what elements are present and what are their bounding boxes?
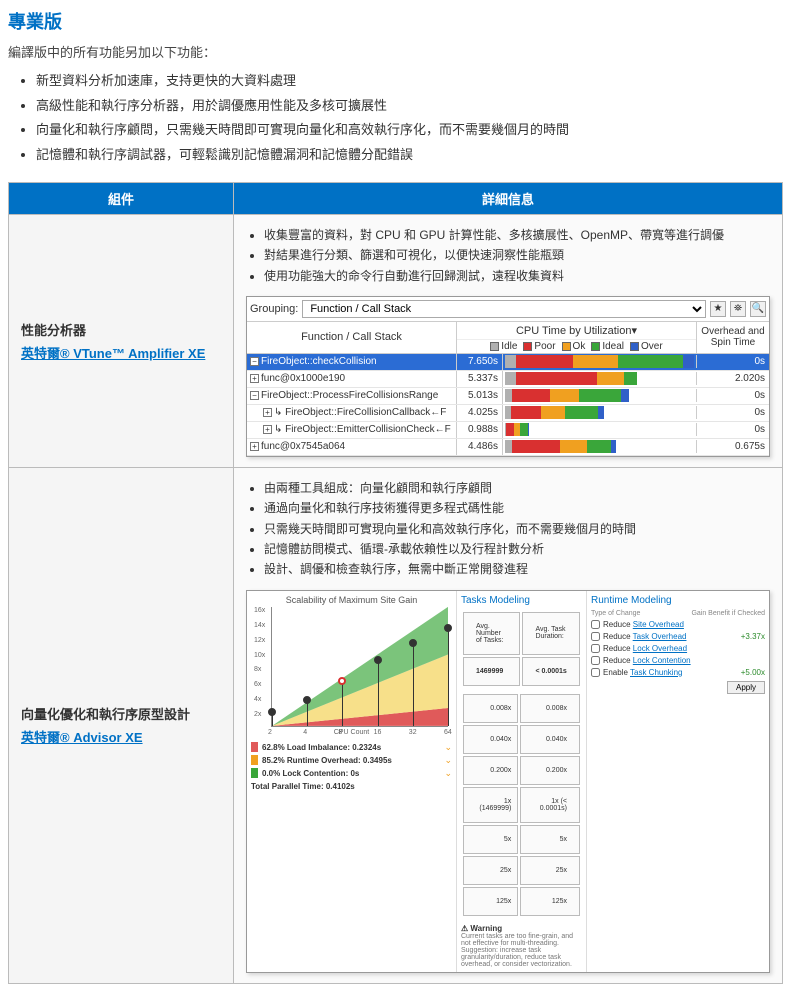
option-checkbox[interactable] <box>591 632 600 641</box>
advisor-detail-item: 通過向量化和執行序技術獲得更多程式碼性能 <box>264 498 770 518</box>
vtune-detail-item: 使用功能強大的命令行自動進行回歸測試，遠程收集資料 <box>264 266 770 286</box>
advisor-cell-left: 向量化優化和執行序原型設計 英特爾® Advisor XE <box>9 467 234 983</box>
feature-item: 記憶體和執行序調試器，可輕鬆識別記憶體漏洞和記憶體分配錯誤 <box>36 143 783 168</box>
feature-item: 高級性能和執行序分析器，用於調優應用性能及多核可擴展性 <box>36 94 783 119</box>
advisor-legend-row[interactable]: 0.0% Lock Contention: 0s⌄ <box>251 768 452 779</box>
vtune-detail-list: 收集豐富的資料，對 CPU 和 GPU 計算性能、多核擴展性、OpenMP、帶寬… <box>264 225 770 286</box>
vtune-detail-item: 對結果進行分類、篩選和可視化，以便快速洞察性能瓶頸 <box>264 245 770 265</box>
tasks-scale: 0.008x0.008x0.040x0.040x0.200x0.200x1x (… <box>461 692 582 918</box>
vtune-row[interactable]: +↳ FireObject::EmitterCollisionCheck←F0.… <box>247 422 769 439</box>
vtune-row[interactable]: +↳ FireObject::FireCollisionCallback←F4.… <box>247 405 769 422</box>
product-table: 組件 詳細信息 性能分析器 英特爾® VTune™ Amplifier XE 收… <box>8 182 783 984</box>
legend-item: Ideal <box>591 341 624 352</box>
advisor-detail-item: 設計、調優和檢查執行序，無需中斷正常開發進程 <box>264 559 770 579</box>
vtune-legend: Idle Poor Ok Ideal Over <box>457 340 696 353</box>
option-checkbox[interactable] <box>591 668 600 677</box>
runtime-option[interactable]: Reduce Lock Overhead <box>591 644 765 653</box>
gain-label: Gain Benefit if Checked <box>691 610 765 617</box>
option-link[interactable]: Lock Overhead <box>633 644 687 653</box>
runtime-option[interactable]: Reduce Task Overhead+3.37x <box>591 632 765 641</box>
legend-item: Idle <box>490 341 517 352</box>
runtime-options: Reduce Site Overhead Reduce Task Overhead… <box>591 620 765 677</box>
vtune-row[interactable]: −FireObject::checkCollision7.650s0s <box>247 354 769 371</box>
legend-item: Over <box>630 341 663 352</box>
runtime-option[interactable]: Reduce Site Overhead <box>591 620 765 629</box>
feature-list: 新型資料分析加速庫，支持更快的大資料處理高級性能和執行序分析器，用於調優應用性能… <box>36 69 783 168</box>
total-parallel-time: Total Parallel Time: 0.4102s <box>251 782 452 791</box>
runtime-option[interactable]: Enable Task Chunking+5.00x <box>591 668 765 677</box>
option-checkbox[interactable] <box>591 620 600 629</box>
intro-text: 編譯版中的所有功能另加以下功能： <box>8 42 783 61</box>
warning-text: Current tasks are too fine-grain, and no… <box>461 933 573 968</box>
vtune-rows: −FireObject::checkCollision7.650s0s+func… <box>247 354 769 456</box>
runtime-option[interactable]: Reduce Lock Contention <box>591 656 765 665</box>
advisor-legend-row[interactable]: 85.2% Runtime Overhead: 0.3495s⌄ <box>251 755 452 766</box>
th-component: 組件 <box>9 182 234 214</box>
col-function[interactable]: Function / Call Stack <box>247 322 457 353</box>
option-link[interactable]: Lock Contention <box>633 656 691 665</box>
advisor-screenshot: Scalability of Maximum Site Gain 16x14x1… <box>246 590 770 973</box>
runtime-modeling-panel: Runtime Modeling Type of Change Gain Ben… <box>587 591 769 972</box>
col-cputime[interactable]: CPU Time by Utilization▾ <box>457 322 696 340</box>
advisor-detail-item: 由兩種工具組成：向量化顧問和執行序顧問 <box>264 478 770 498</box>
tasks-summary: Avg. Number of Tasks:Avg. Task Duration:… <box>461 610 582 688</box>
feature-item: 向量化和執行序顧問，只需幾天時間即可實現向量化和高效執行序化，而不需要幾個月的時… <box>36 118 783 143</box>
vtune-label: 性能分析器 <box>21 320 221 339</box>
grouping-label: Grouping: <box>250 303 298 315</box>
type-label: Type of Change <box>591 610 640 617</box>
vtune-cell-left: 性能分析器 英特爾® VTune™ Amplifier XE <box>9 214 234 467</box>
page-title: 專業版 <box>8 8 783 34</box>
vtune-link[interactable]: 英特爾® VTune™ Amplifier XE <box>21 346 205 361</box>
runtime-title: Runtime Modeling <box>591 595 765 606</box>
option-checkbox[interactable] <box>591 656 600 665</box>
option-link[interactable]: Site Overhead <box>633 620 684 629</box>
x-axis-label: CPU Count <box>251 729 452 736</box>
option-link[interactable]: Task Chunking <box>630 668 682 677</box>
star-icon[interactable]: ★ <box>710 301 726 317</box>
vtune-header: Function / Call Stack CPU Time by Utiliz… <box>247 322 769 354</box>
advisor-detail-item: 記憶體訪問模式、循環-承載依賴性以及行程計數分析 <box>264 539 770 559</box>
th-details: 詳細信息 <box>234 182 783 214</box>
legend-item: Poor <box>523 341 555 352</box>
filter-icon[interactable]: ⛯ <box>730 301 746 317</box>
vtune-row[interactable]: +func@0x1000e1905.337s2.020s <box>247 371 769 388</box>
option-link[interactable]: Task Overhead <box>633 632 687 641</box>
advisor-detail-list: 由兩種工具組成：向量化顧問和執行序顧問通過向量化和執行序技術獲得更多程式碼性能只… <box>264 478 770 580</box>
advisor-cell-right: 由兩種工具組成：向量化顧問和執行序顧問通過向量化和執行序技術獲得更多程式碼性能只… <box>234 467 783 983</box>
vtune-toolbar: Grouping: Function / Call Stack ★ ⛯ 🔍 <box>247 297 769 322</box>
search-icon[interactable]: 🔍 <box>750 301 766 317</box>
vtune-detail-item: 收集豐富的資料，對 CPU 和 GPU 計算性能、多核擴展性、OpenMP、帶寬… <box>264 225 770 245</box>
feature-item: 新型資料分析加速庫，支持更快的大資料處理 <box>36 69 783 94</box>
advisor-label: 向量化優化和執行序原型設計 <box>21 704 221 723</box>
advisor-legend: 62.8% Load Imbalance: 0.2324s⌄ 85.2% Runt… <box>251 742 452 779</box>
advisor-detail-item: 只需幾天時間即可實現向量化和高效執行序化，而不需要幾個月的時間 <box>264 519 770 539</box>
vtune-cell-right: 收集豐富的資料，對 CPU 和 GPU 計算性能、多核擴展性、OpenMP、帶寬… <box>234 214 783 467</box>
apply-button[interactable]: Apply <box>727 681 765 694</box>
grouping-select[interactable]: Function / Call Stack <box>302 300 706 318</box>
advisor-legend-row[interactable]: 62.8% Load Imbalance: 0.2324s⌄ <box>251 742 452 753</box>
chart-title: Scalability of Maximum Site Gain <box>251 595 452 605</box>
warning-box: ⚠ Warning Current tasks are too fine-gra… <box>461 924 582 968</box>
advisor-link[interactable]: 英特爾® Advisor XE <box>21 730 143 745</box>
vtune-row[interactable]: −FireObject::ProcessFireCollisionsRange5… <box>247 388 769 405</box>
tasks-title: Tasks Modeling <box>461 595 582 606</box>
option-checkbox[interactable] <box>591 644 600 653</box>
vtune-screenshot: Grouping: Function / Call Stack ★ ⛯ 🔍 Fu… <box>246 296 770 457</box>
tasks-modeling-panel: Tasks Modeling Avg. Number of Tasks:Avg.… <box>457 591 587 972</box>
col-overhead[interactable]: Overhead and Spin Time <box>697 322 769 353</box>
vtune-row[interactable]: +func@0x7545a0644.486s0.675s <box>247 439 769 456</box>
advisor-chart-panel: Scalability of Maximum Site Gain 16x14x1… <box>247 591 457 972</box>
legend-item: Ok <box>562 341 586 352</box>
scalability-chart: 16x14x12x10x8x6x4x2x248163264 <box>271 607 448 727</box>
